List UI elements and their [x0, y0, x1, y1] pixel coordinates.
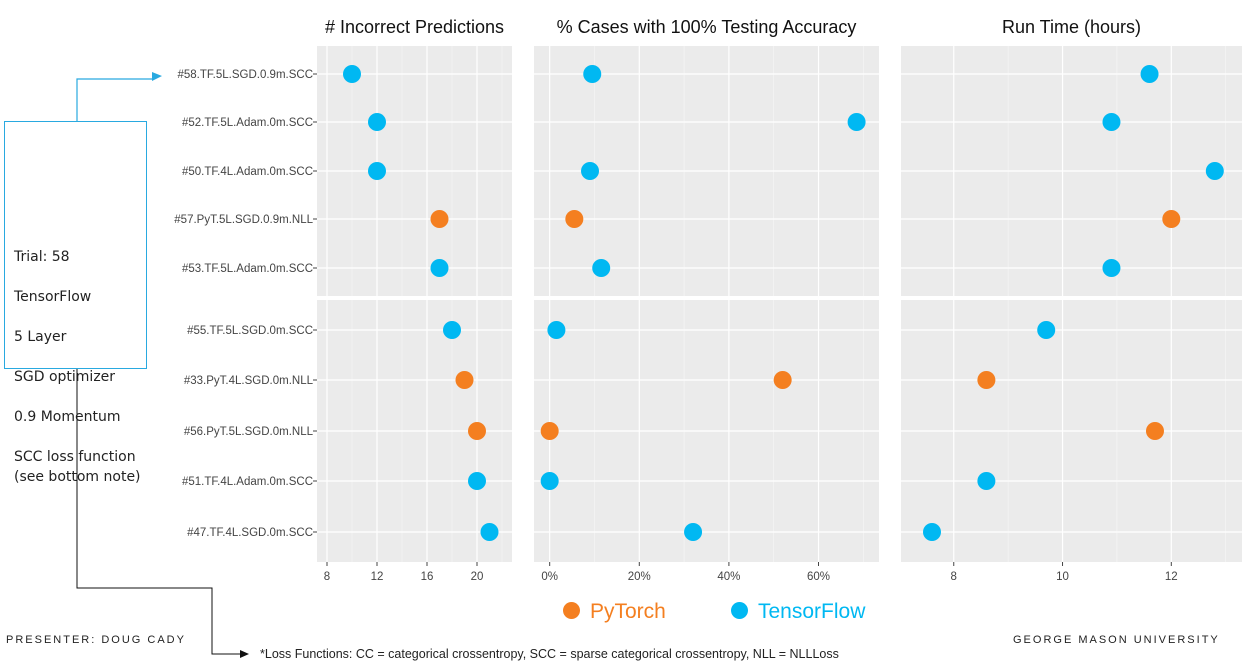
- data-point: [430, 210, 449, 228]
- data-point: [592, 259, 611, 277]
- data-point: [547, 321, 566, 339]
- x-tick-label: 10: [1056, 571, 1069, 583]
- panel-title: # Incorrect Predictions: [325, 17, 504, 37]
- data-point: [443, 321, 461, 339]
- data-point: [1102, 113, 1121, 131]
- data-point: [540, 472, 559, 490]
- callout-line: (see bottom note): [14, 469, 141, 485]
- data-point: [923, 523, 941, 541]
- data-point: [581, 162, 600, 180]
- y-tick-label: #56.PyT.5L.SGD.0m.NLL: [184, 426, 314, 438]
- callout-line: SGD optimizer: [14, 369, 116, 385]
- legend-item-pytorch: PyTorch: [563, 600, 666, 624]
- data-point: [773, 371, 792, 389]
- x-tick-label: 8: [324, 571, 330, 583]
- y-tick-label: #58.TF.5L.SGD.0.9m.SCC: [178, 69, 314, 81]
- data-point: [1037, 321, 1056, 339]
- legend-item-tensorflow: TensorFlow: [731, 600, 865, 624]
- presenter-credit: PRESENTER: DOUG CADY: [6, 634, 186, 646]
- callout-arrow-icon: [152, 72, 162, 81]
- x-tick-label: 60%: [807, 571, 830, 583]
- y-tick-label: #51.TF.4L.Adam.0m.SCC: [182, 476, 313, 488]
- footnote-arrow-icon: [240, 650, 249, 658]
- university-name: GEORGE MASON UNIVERSITY: [1013, 634, 1220, 646]
- x-tick-label: 12: [371, 571, 384, 583]
- data-point: [468, 422, 486, 440]
- callout-line: SCC loss function: [14, 449, 136, 465]
- data-point: [565, 210, 584, 228]
- y-tick-label: #57.PyT.5L.SGD.0.9m.NLL: [174, 214, 313, 226]
- pytorch-dot-icon: [563, 602, 580, 619]
- data-point: [684, 523, 703, 541]
- footnote-connector-line: [76, 369, 240, 655]
- panel-title: Run Time (hours): [1002, 17, 1141, 37]
- callout-connector-line: [76, 78, 152, 121]
- callout-line: 5 Layer: [14, 329, 67, 345]
- data-point: [480, 523, 499, 541]
- data-point: [977, 371, 996, 389]
- y-tick-label: #47.TF.4L.SGD.0m.SCC: [187, 527, 313, 539]
- data-point: [977, 472, 996, 490]
- x-tick-label: 20: [471, 571, 484, 583]
- data-point: [430, 259, 449, 277]
- y-tick-label: #55.TF.5L.SGD.0m.SCC: [187, 325, 313, 337]
- trial-callout-box: Trial: 58 TensorFlow 5 Layer SGD optimiz…: [4, 121, 147, 485]
- data-point: [1145, 422, 1164, 440]
- data-point: [368, 162, 386, 180]
- panel-title: % Cases with 100% Testing Accuracy: [557, 17, 857, 37]
- x-tick-label: 20%: [628, 571, 651, 583]
- data-point: [583, 65, 602, 83]
- y-tick-label: #53.TF.5L.Adam.0m.SCC: [182, 263, 313, 275]
- callout-line: TensorFlow: [14, 289, 92, 305]
- callout-line: Trial: 58: [14, 249, 70, 265]
- data-point: [540, 422, 559, 440]
- data-point: [1162, 210, 1181, 228]
- x-tick-label: 0%: [541, 571, 558, 583]
- data-point: [455, 371, 474, 389]
- data-point: [368, 113, 386, 131]
- tensorflow-dot-icon: [731, 602, 748, 619]
- loss-function-footnote: *Loss Functions: CC = categorical crosse…: [260, 647, 839, 661]
- y-tick-label: #33.PyT.4L.SGD.0m.NLL: [184, 375, 314, 387]
- data-point: [847, 113, 866, 131]
- x-tick-label: 12: [1165, 571, 1178, 583]
- callout-line: 0.9 Momentum: [14, 409, 121, 425]
- x-tick-label: 8: [951, 571, 957, 583]
- y-tick-label: #50.TF.4L.Adam.0m.SCC: [182, 166, 313, 178]
- data-point: [468, 472, 486, 490]
- data-point: [343, 65, 361, 83]
- data-point: [1140, 65, 1159, 83]
- y-tick-label: #52.TF.5L.Adam.0m.SCC: [182, 117, 313, 129]
- data-point: [1102, 259, 1121, 277]
- legend-label-tensorflow: TensorFlow: [758, 600, 866, 623]
- data-point: [1205, 162, 1224, 180]
- x-tick-label: 16: [421, 571, 434, 583]
- legend-label-pytorch: PyTorch: [590, 600, 666, 623]
- x-tick-label: 40%: [717, 571, 740, 583]
